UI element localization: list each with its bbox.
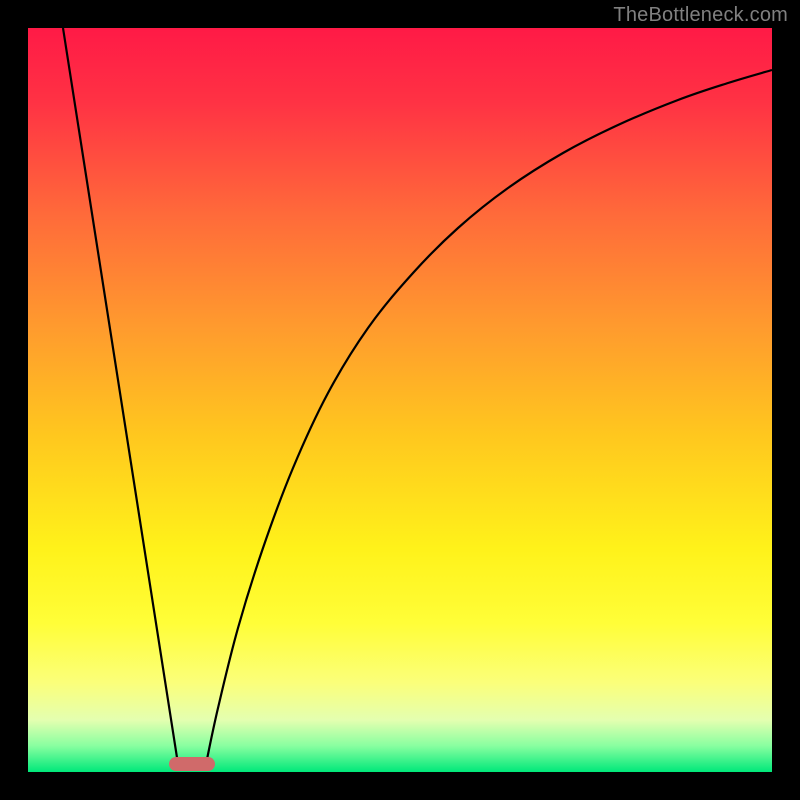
watermark-text: TheBottleneck.com (613, 4, 788, 27)
chart-frame: TheBottleneck.com (0, 0, 800, 800)
plot-area (28, 28, 772, 772)
gradient-background (28, 28, 772, 772)
chart-svg (28, 28, 772, 772)
dip-marker (169, 757, 215, 771)
